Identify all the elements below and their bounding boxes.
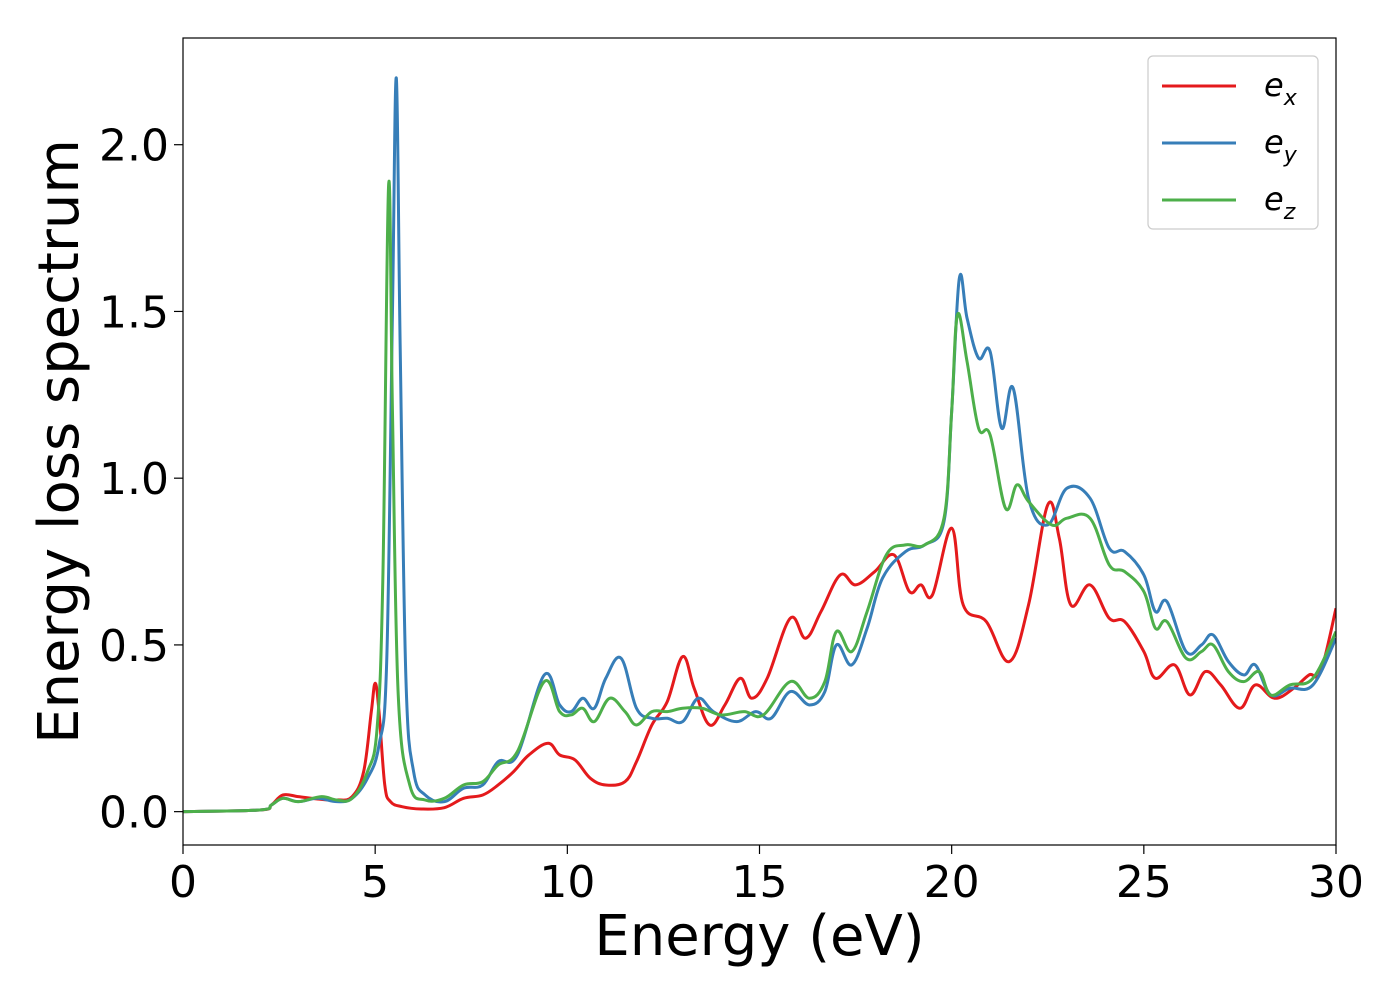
y-axis-label: Energy loss spectrum xyxy=(27,139,92,744)
y-tick-label: 2.0 xyxy=(99,121,169,172)
legend-label-x: ex xyxy=(1264,66,1298,111)
y-tick-label: 0.5 xyxy=(99,621,169,672)
legend: ex ey ez xyxy=(1147,55,1319,230)
series-line-x xyxy=(183,500,1336,814)
y-tick-label: 1.0 xyxy=(99,454,169,505)
x-tick-label: 30 xyxy=(1308,857,1364,908)
y-tick-label: 1.5 xyxy=(99,287,169,338)
legend-label-z: ez xyxy=(1264,180,1296,225)
x-tick-label: 5 xyxy=(361,857,389,908)
x-tick-label: 15 xyxy=(732,857,788,908)
x-axis-ticks: 0 5 10 15 20 25 30 xyxy=(169,845,1364,908)
x-axis-label: Energy (eV) xyxy=(594,904,924,969)
x-tick-label: 0 xyxy=(169,857,197,908)
legend-label-y: ey xyxy=(1264,123,1298,168)
series-line-y xyxy=(183,76,1336,814)
x-tick-label: 20 xyxy=(924,857,980,908)
series-line-z xyxy=(183,179,1336,814)
y-tick-label: 0.0 xyxy=(99,788,169,839)
x-tick-label: 10 xyxy=(539,857,595,908)
series-group xyxy=(183,76,1336,814)
x-tick-label: 25 xyxy=(1116,857,1172,908)
y-axis-ticks: 0.0 0.5 1.0 1.5 2.0 xyxy=(99,121,183,839)
